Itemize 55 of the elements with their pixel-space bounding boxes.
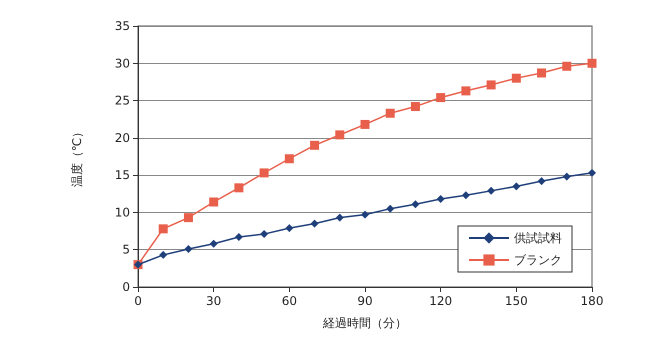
point: [260, 168, 269, 178]
point: [562, 62, 572, 71]
point: [486, 80, 496, 90]
point: [487, 186, 496, 195]
y-tick-label: 20: [114, 130, 130, 145]
point: [210, 240, 218, 248]
point: [386, 204, 394, 213]
legend-label: 供試試料: [514, 231, 562, 245]
point: [512, 182, 520, 190]
x-axis-title: 経過時間（分）: [322, 316, 407, 330]
y-axis-title: 温度（℃）: [70, 126, 84, 188]
point: [588, 168, 596, 177]
point: [538, 177, 546, 186]
point: [158, 224, 168, 234]
point: [184, 213, 193, 222]
point: [361, 210, 369, 219]
point: [184, 244, 192, 253]
point: [588, 58, 596, 68]
y-tick-label: 5: [122, 242, 130, 257]
point: [462, 191, 470, 200]
legend-label: ブランク: [514, 253, 562, 267]
y-tick-label: 15: [114, 168, 130, 182]
x-tick-label: 60: [282, 294, 297, 308]
point: [284, 154, 294, 164]
point: [310, 220, 319, 228]
y-tick-label: 30: [114, 56, 130, 70]
point: [537, 68, 546, 78]
point: [209, 197, 218, 206]
point: [260, 230, 268, 238]
x-tick-label: 90: [357, 294, 373, 308]
point: [562, 172, 571, 181]
y-tick-label: 25: [114, 94, 130, 108]
point: [234, 233, 243, 242]
x-tick-label: 30: [206, 294, 222, 308]
point: [285, 224, 294, 232]
x-tick-label: 180: [580, 294, 604, 308]
x-tick-label: 150: [504, 294, 528, 308]
point: [386, 108, 395, 118]
point: [461, 86, 470, 96]
y-tick-label: 0: [122, 280, 130, 294]
point: [512, 74, 521, 83]
y-tick-label: 35: [114, 19, 130, 33]
point: [360, 120, 370, 129]
x-tick-label: 120: [429, 294, 452, 308]
point: [336, 214, 344, 222]
point: [310, 140, 320, 150]
point: [234, 183, 244, 192]
point: [410, 102, 420, 112]
point: [335, 130, 344, 140]
y-tick-label: 10: [114, 205, 130, 220]
point: [436, 195, 445, 204]
point: [411, 200, 420, 208]
point: [159, 250, 168, 259]
x-tick-label: 0: [134, 294, 142, 308]
point: [436, 93, 446, 102]
